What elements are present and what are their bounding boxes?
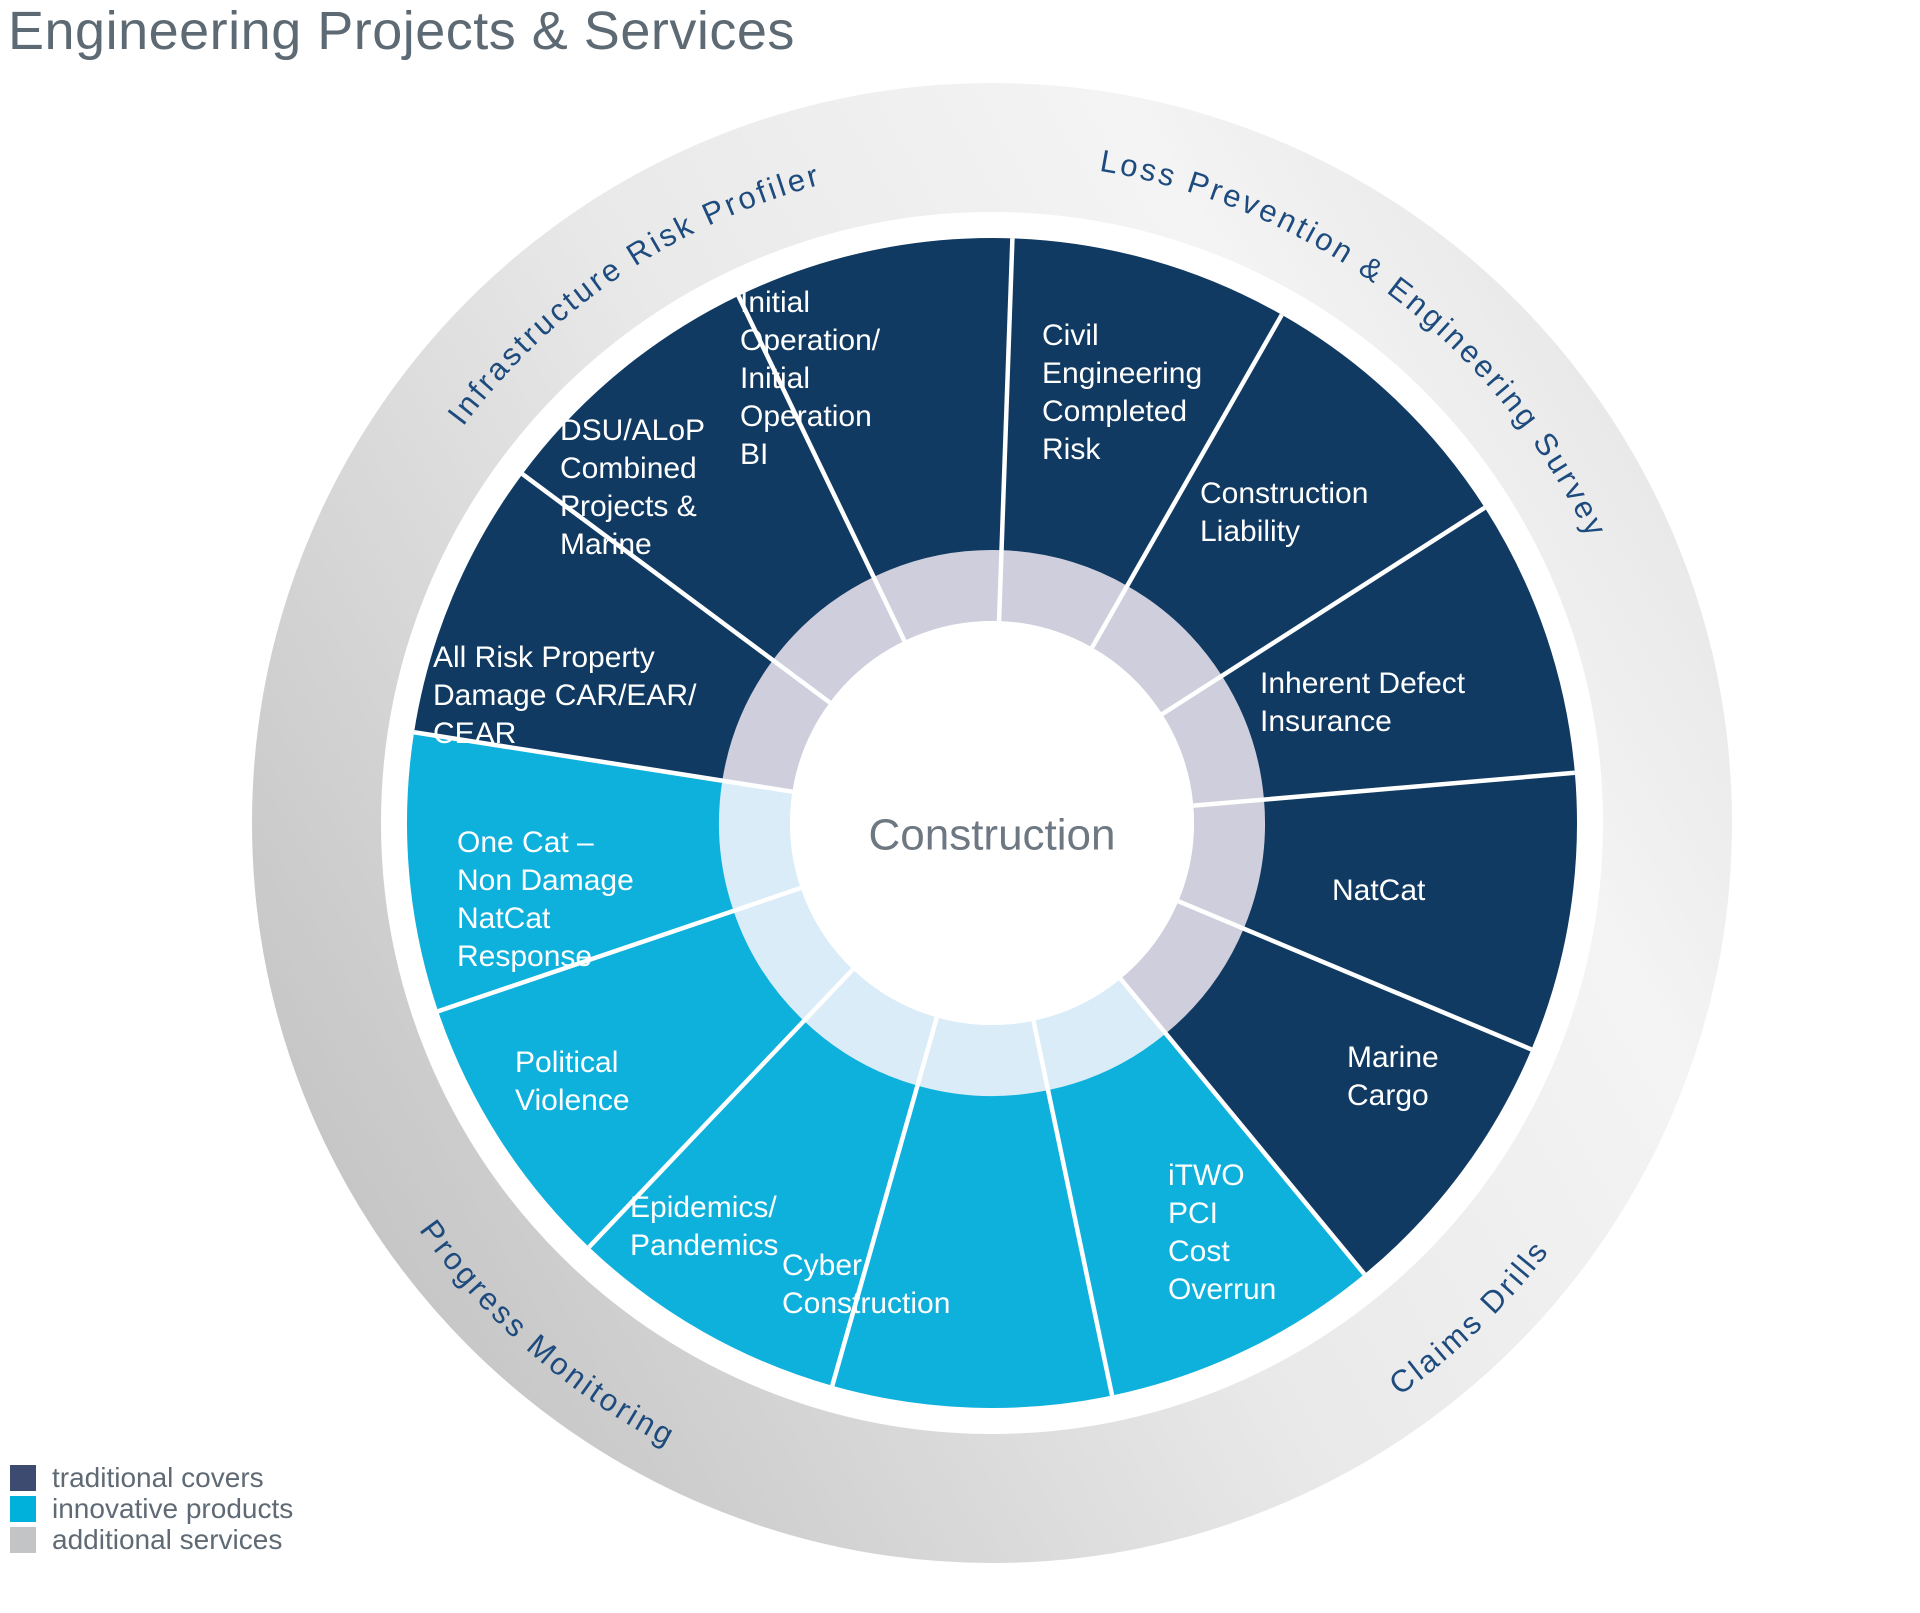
page-title: Engineering Projects & Services bbox=[8, 1, 795, 61]
segment-label-epidemics-pandemics: Epidemics/Pandemics bbox=[630, 1191, 778, 1262]
segment-divider bbox=[830, 1016, 940, 1387]
segment-divider bbox=[1160, 505, 1486, 717]
segment-divider bbox=[521, 472, 832, 705]
inner-ring-itwo-pci-cost-overrun bbox=[1033, 978, 1166, 1091]
inner-ring-dsu-alop-combined-projects-marine bbox=[772, 576, 905, 703]
legend-row-services: additional services bbox=[10, 1524, 293, 1555]
legend-row-innovative: innovative products bbox=[10, 1493, 293, 1524]
inner-ring-civil-engineering-completed-risk bbox=[999, 550, 1128, 648]
segment-label-natcat: NatCat bbox=[1332, 874, 1426, 907]
inner-ring-initial-operation-initial-operation-bi bbox=[873, 549, 1002, 641]
inner-ring-natcat bbox=[1178, 799, 1265, 929]
segment-divider bbox=[996, 238, 1015, 622]
segment-all-risk-property-damage-car-ear-cear bbox=[414, 474, 829, 792]
legend-row-traditional: traditional covers bbox=[10, 1462, 293, 1493]
segment-label-one-cat-non-damage-natcat-response: One Cat – Non Damage NatCat Response bbox=[457, 826, 634, 973]
segment-divider bbox=[587, 967, 855, 1249]
segment-divider bbox=[1177, 899, 1533, 1052]
inner-ring-cyber-construction bbox=[917, 1017, 1049, 1097]
segment-civil-engineering-completed-risk bbox=[999, 238, 1282, 646]
inner-ring-epidemics-pandemics bbox=[803, 969, 937, 1086]
segment-itwo-pci-cost-overrun bbox=[1033, 980, 1365, 1396]
segment-label-construction-liability: Construction Liability bbox=[1200, 477, 1368, 548]
segment-label-civil-engineering-completed-risk: Civil Engineering Completed Risk bbox=[1042, 319, 1202, 466]
inner-ring-inherent-defect-insurance bbox=[1162, 675, 1264, 806]
segment-divider bbox=[1193, 770, 1576, 808]
segment-dsu-alop-combined-projects-marine bbox=[522, 295, 904, 702]
inner-ring-political-violence bbox=[733, 887, 853, 1021]
legend: traditional covers innovative products a… bbox=[10, 1462, 293, 1555]
segment-divider bbox=[1090, 313, 1284, 649]
segment-cyber-construction bbox=[832, 1019, 1113, 1408]
segment-label-all-risk-property-damage-car-ear-cear: All Risk Property Damage CAR/EAR/CEAR bbox=[433, 641, 697, 750]
segment-label-initial-operation-initial-operation-bi: Initial Operation/Initial Operation BI bbox=[740, 286, 881, 471]
segment-divider bbox=[1118, 977, 1367, 1276]
segment-construction-liability bbox=[1093, 314, 1485, 714]
additional-services-ring bbox=[252, 83, 1732, 1563]
segment-inherent-defect-insurance bbox=[1163, 507, 1575, 806]
segment-label-cyber-construction: Cyber Construction bbox=[782, 1249, 950, 1320]
center-circle bbox=[790, 621, 1194, 1025]
segment-divider bbox=[437, 885, 802, 1014]
segment-one-cat-non-damage-natcat-response bbox=[407, 732, 799, 1012]
segment-divider bbox=[413, 730, 793, 794]
legend-label-innovative: innovative products bbox=[52, 1493, 294, 1524]
legend-label-traditional: traditional covers bbox=[52, 1462, 264, 1493]
inner-ring-one-cat-non-damage-natcat-response bbox=[719, 780, 801, 911]
legend-swatch-traditional bbox=[10, 1464, 36, 1491]
inner-ring-all-risk-property-damage-car-ear-cear bbox=[722, 660, 830, 792]
segment-epidemics-pandemics bbox=[589, 970, 937, 1386]
legend-swatch-services bbox=[10, 1526, 36, 1553]
segment-label-dsu-alop-combined-projects-marine: DSU/ALoP Combined Projects & Marine bbox=[560, 414, 705, 561]
segment-divider bbox=[1031, 1020, 1115, 1397]
segment-initial-operation-initial-operation-bi bbox=[738, 237, 1013, 640]
segment-label-itwo-pci-cost-overrun: iTWO PCI Cost Overrun bbox=[1168, 1159, 1276, 1306]
segment-divider bbox=[736, 294, 907, 642]
segment-label-marine-cargo: Marine Cargo bbox=[1347, 1041, 1439, 1112]
inner-ring-marine-cargo bbox=[1120, 901, 1244, 1034]
segment-label-inherent-defect-insurance: Inherent Defect Insurance bbox=[1260, 667, 1466, 738]
legend-label-services: additional services bbox=[52, 1524, 283, 1555]
wheel-center-label: Construction bbox=[868, 811, 1115, 860]
legend-swatch-innovative bbox=[10, 1495, 36, 1522]
segment-natcat bbox=[1180, 772, 1578, 1050]
inner-ring-construction-liability bbox=[1092, 585, 1222, 715]
segment-label-political-violence: Political Violence bbox=[515, 1046, 630, 1117]
segment-marine-cargo bbox=[1121, 901, 1532, 1275]
